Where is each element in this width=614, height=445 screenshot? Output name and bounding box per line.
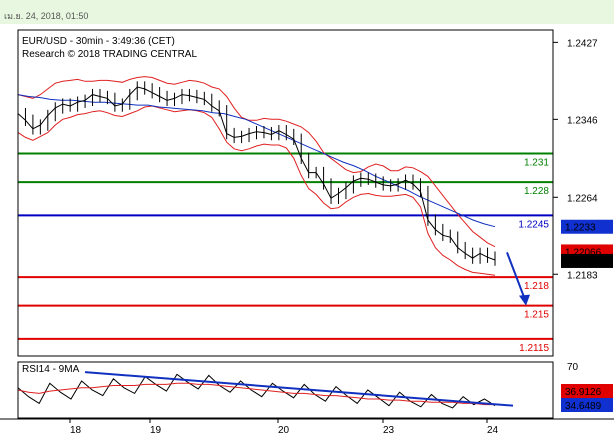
time-tick-label-4: 24 [487, 425, 499, 436]
price-tick-label-3: 1.2183 [567, 270, 598, 281]
level-label-5: 1.2115 [519, 343, 549, 354]
rsi-tag-0 [561, 384, 613, 398]
bollinger-lower [17, 105, 496, 276]
level-label-4: 1.215 [524, 310, 549, 321]
price-tag-label-1: 1.22066 [565, 247, 602, 258]
rsi-trendline [84, 371, 514, 407]
time-tick-label-1: 19 [150, 425, 162, 436]
price-tick-label-2: 1.2264 [567, 193, 598, 204]
rsi-tag-label-0: 36.9126 [565, 387, 602, 398]
price-tag-0 [561, 219, 613, 234]
price-line [17, 86, 496, 261]
rsi-tick-label-0: 70 [567, 362, 579, 373]
price-tag-2 [561, 253, 613, 268]
rsi-tag-label-1: 34.6489 [565, 401, 602, 412]
moving-average [17, 94, 496, 228]
axes: 1.2427 1.2346 1.2264 1.2183 18 19 20 23 24 1.2233… [0, 29, 614, 436]
price-tick-label-0: 1.2427 [567, 38, 598, 49]
bb-lower-line [17, 105, 496, 276]
rsi-frame [17, 361, 554, 419]
rsi-label: RSI14 - 9MA [22, 364, 80, 375]
header-strip: เม.ย. 24, 2018, 01:50 [0, 0, 614, 24]
price-frame [17, 29, 554, 357]
ma-line [17, 94, 496, 228]
level-label-0: 1.231 [524, 158, 549, 169]
level-label-1: 1.228 [524, 186, 549, 197]
forecast-arrowhead [519, 294, 530, 306]
bb-upper-line [17, 76, 496, 248]
time-tick-label-3: 23 [383, 425, 395, 436]
rsi-panel: 70 36.9126 34.6489 [17, 362, 613, 412]
rsi-tag-1 [561, 398, 613, 412]
forecast-line [506, 252, 526, 300]
time-tick-label-2: 20 [278, 425, 290, 436]
level-label-2: 1.2245 [518, 219, 549, 230]
timestamp-label: เม.ย. 24, 2018, 01:50 [4, 11, 89, 21]
rsi-line [17, 373, 496, 409]
level-lines: 1.231 1.228 1.2245 1.218 1.215 1.2115 [18, 152, 553, 354]
level-label-3: 1.218 [524, 281, 549, 292]
time-tick-label-0: 18 [70, 425, 82, 436]
chart-subtitle: Research © 2018 TRADING CENTRAL [22, 49, 197, 60]
chart-title: EUR/USD - 30min - 3:49:36 (CET) [22, 36, 175, 47]
rsi-ma-line [17, 382, 495, 406]
price-tick-label-1: 1.2346 [567, 115, 598, 126]
forecast-arrow [506, 252, 530, 306]
bollinger-upper [17, 76, 496, 248]
price-tag-label-0: 1.2233 [565, 223, 596, 234]
price-tag-label-2: 1.21967 [565, 257, 602, 268]
